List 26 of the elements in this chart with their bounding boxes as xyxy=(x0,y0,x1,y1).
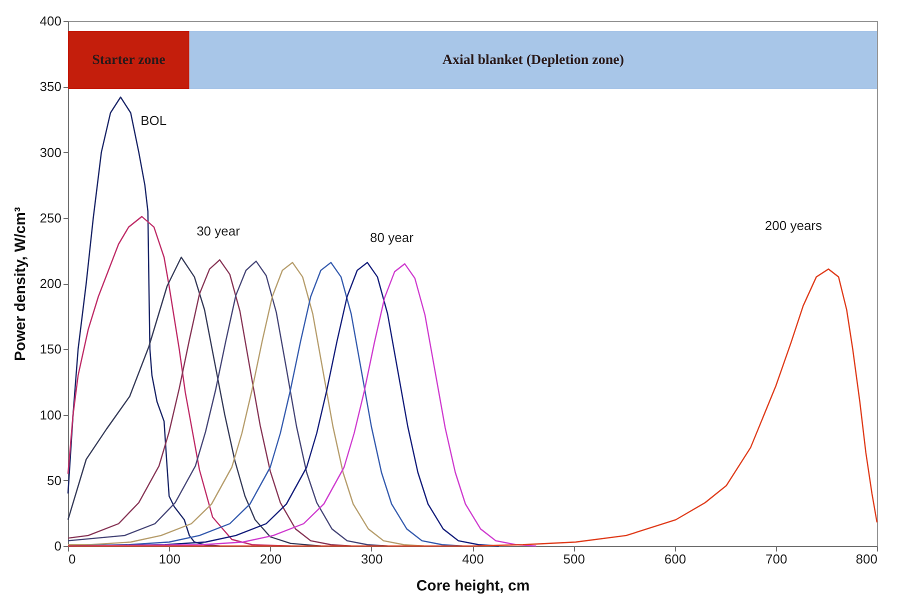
y-axis-title: Power density, W/cm³ xyxy=(12,207,29,361)
y-tick-label: 250 xyxy=(40,210,62,226)
x-axis-title: Core height, cm xyxy=(416,578,530,594)
y-tick-label: 350 xyxy=(40,79,62,94)
y-tick-label: 50 xyxy=(47,472,62,488)
y-tick-label: 0 xyxy=(54,538,62,554)
annotation: 200 years xyxy=(764,218,823,234)
y-tick-label: 400 xyxy=(40,14,62,28)
x-tick-label: 200 xyxy=(260,552,282,566)
band-label: Axial blanket (Depletion zone) xyxy=(442,53,624,68)
x-tick-label: 500 xyxy=(563,552,585,566)
x-tick-label: 800 xyxy=(856,552,878,566)
y-tick-label: 300 xyxy=(40,144,62,160)
x-tick-label: 100 xyxy=(158,552,180,566)
x-tick-label: 0 xyxy=(68,552,76,566)
x-tick-label: 400 xyxy=(462,552,484,566)
annotation: 80 year xyxy=(370,230,414,245)
x-tick-label: 600 xyxy=(664,552,686,566)
y-tick-label: 100 xyxy=(40,407,62,422)
x-tick-label: 300 xyxy=(361,552,383,566)
x-tick-label: 700 xyxy=(766,552,788,566)
y-tick-label: 150 xyxy=(40,342,62,357)
band-label: Starter zone xyxy=(92,53,166,68)
annotation: BOL xyxy=(140,113,167,128)
annotation: 30 year xyxy=(196,223,241,238)
y-tick-label: 200 xyxy=(40,276,62,291)
